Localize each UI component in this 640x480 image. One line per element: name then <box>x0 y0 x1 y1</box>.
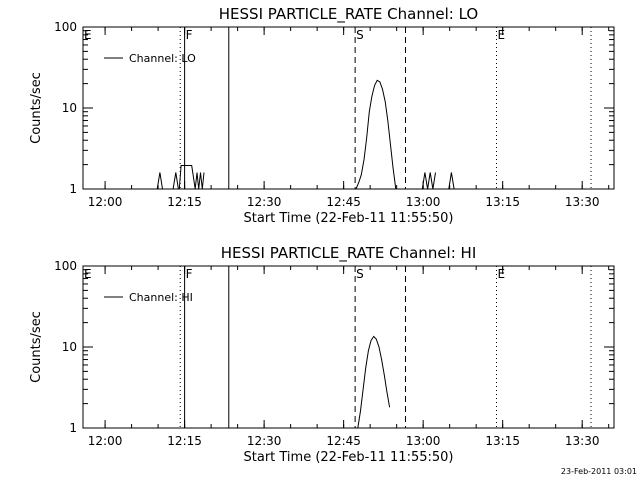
marker-label: S <box>356 28 364 42</box>
marker-label: E <box>84 267 92 281</box>
marker-label: S <box>356 267 364 281</box>
chart-title: HESSI PARTICLE_RATE Channel: LO <box>219 5 478 24</box>
series-line <box>156 172 163 190</box>
x-tick-label: 12:00 <box>88 434 123 448</box>
x-tick-label: 13:15 <box>485 434 520 448</box>
x-axis-label: Start Time (22-Feb-11 11:55:50) <box>244 450 454 465</box>
marker-label: E <box>497 28 505 42</box>
y-tick-label: 1 <box>69 421 77 435</box>
y-tick-label: 100 <box>54 20 77 34</box>
x-tick-label: 12:15 <box>167 434 202 448</box>
x-tick-label: 12:45 <box>326 434 361 448</box>
x-tick-label: 12:30 <box>247 434 282 448</box>
footer-timestamp: 23-Feb-2011 03:01 <box>561 467 637 476</box>
series-line <box>178 165 205 190</box>
series-line <box>421 172 436 190</box>
y-tick-label: 1 <box>69 182 77 196</box>
legend-label: Channel: LO <box>129 52 196 65</box>
x-tick-label: 12:45 <box>326 195 361 209</box>
x-tick-label: 13:15 <box>485 195 520 209</box>
chart-title: HESSI PARTICLE_RATE Channel: HI <box>221 244 477 263</box>
series-line <box>172 172 179 190</box>
panel-hi: HESSI PARTICLE_RATE Channel: HI 12:00 12:1… <box>29 244 615 465</box>
marker-label: F <box>186 267 193 281</box>
legend-label: Channel: HI <box>129 291 193 304</box>
marker-label: F <box>186 28 193 42</box>
series-line <box>357 335 391 429</box>
y-tick-label: 10 <box>62 101 77 115</box>
panel-lo: HESSI PARTICLE_RATE Channel: LO 12:00 12:1… <box>29 5 615 226</box>
y-tick-label: 10 <box>62 340 77 354</box>
x-tick-label: 12:00 <box>88 195 123 209</box>
y-axis-label: Counts/sec <box>29 311 44 383</box>
y-axis-label: Counts/sec <box>29 72 44 144</box>
x-tick-label: 13:30 <box>565 195 600 209</box>
y-tick-label: 100 <box>54 259 77 273</box>
marker-label: E <box>497 267 505 281</box>
marker-label: E <box>84 28 92 42</box>
x-tick-label: 12:15 <box>167 195 202 209</box>
x-tick-label: 13:00 <box>406 434 441 448</box>
x-tick-label: 13:30 <box>565 434 600 448</box>
x-tick-label: 12:30 <box>247 195 282 209</box>
x-tick-label: 13:00 <box>406 195 441 209</box>
series-line <box>448 172 455 190</box>
x-axis-label: Start Time (22-Feb-11 11:55:50) <box>244 211 454 226</box>
series-line <box>355 79 397 190</box>
